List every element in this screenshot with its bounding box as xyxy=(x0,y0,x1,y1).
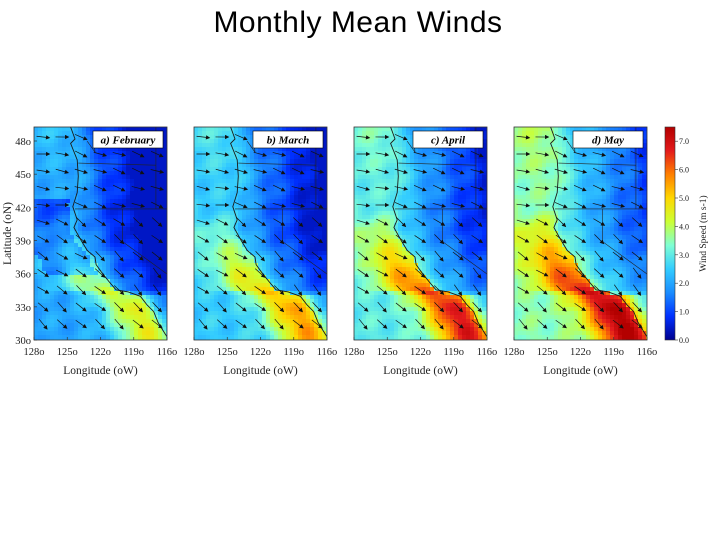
colorbar-tick-label: 4.0 xyxy=(679,222,689,231)
colorbar-tick-label: 3.0 xyxy=(679,251,689,260)
colorbar-tick-label: 6.0 xyxy=(679,166,689,175)
panel-label-box xyxy=(252,130,324,149)
y-axis-title: Latitude (oN) xyxy=(2,202,14,265)
map-panel-march: b) March 128o 125o 122o 119o 116o Longitude (o… xyxy=(184,126,338,377)
x-tick-label: 119o xyxy=(443,347,464,358)
coastline xyxy=(390,127,487,338)
colorbar-label: Wind Speed (m s-1) xyxy=(698,195,709,271)
x-tick-label: 128o xyxy=(504,347,525,358)
y-tick-label: 48o xyxy=(15,137,31,148)
colorbar-gradient xyxy=(664,126,676,341)
panel-label: b) March xyxy=(267,135,309,147)
y-tick-label: 39o xyxy=(15,237,31,248)
map-panel-april: c) April 128o 125o 122o 119o 116o Longitude (o… xyxy=(344,126,498,377)
panel-label-box xyxy=(572,130,644,149)
map-panel-february: a) February 128o 125o 122o 119o 116o Longitude… xyxy=(24,126,178,377)
x-tick-label: 119o xyxy=(123,347,144,358)
x-tick-label: 119o xyxy=(283,347,304,358)
colorbar-tick-label: 2.0 xyxy=(679,279,689,288)
x-tick-label: 122o xyxy=(570,347,591,358)
y-tick-label: 45o xyxy=(15,170,31,181)
x-tick-label: 122o xyxy=(250,347,271,358)
wind-speed-field xyxy=(514,127,647,340)
coastline xyxy=(230,127,327,338)
x-tick-label: 125o xyxy=(57,347,78,358)
wind-speed-colorbar: 7.0 6.0 5.0 4.0 3.0 2.0 1.0 0.0 Wind Speed (m s-… xyxy=(664,126,709,345)
panel-label: c) April xyxy=(431,135,466,147)
y-tick-label: 30o xyxy=(15,336,31,347)
wind-vectors xyxy=(516,133,645,330)
x-tick-label: 119o xyxy=(603,347,624,358)
wind-speed-field xyxy=(34,127,167,340)
coastline xyxy=(70,127,167,338)
y-tick-label: 36o xyxy=(15,270,31,281)
x-tick-label: 116o xyxy=(477,347,498,358)
wind-speed-field xyxy=(194,127,327,340)
x-tick-label: 128o xyxy=(344,347,365,358)
x-tick-label: 116o xyxy=(317,347,338,358)
panel-label: a) February xyxy=(101,135,156,147)
x-axis-title: Longitude (oW) xyxy=(543,365,618,377)
colorbar-tick-label: 7.0 xyxy=(679,137,689,146)
x-axis-title: Longitude (oW) xyxy=(223,365,298,377)
x-tick-label: 128o xyxy=(24,347,45,358)
colorbar-tick-label: 1.0 xyxy=(679,308,689,317)
state-borders xyxy=(395,127,487,275)
state-borders xyxy=(235,127,327,275)
panel-label-box xyxy=(92,130,164,149)
colorbar-tick-label: 5.0 xyxy=(679,194,689,203)
x-tick-label: 122o xyxy=(410,347,431,358)
latitude-axis: 48o 45o 42o 39o 36o 33o 30o Latitude (oN) xyxy=(2,137,37,347)
panel-label-box xyxy=(412,130,484,149)
colorbar-tick-label: 0.0 xyxy=(679,336,689,345)
x-tick-label: 125o xyxy=(217,347,238,358)
coastline xyxy=(550,127,647,338)
x-tick-label: 125o xyxy=(537,347,558,358)
x-tick-label: 122o xyxy=(90,347,111,358)
x-axis-title: Longitude (oW) xyxy=(63,365,138,377)
map-panel-may: d) May 128o 125o 122o 119o 116o Longitude (oW) xyxy=(504,126,658,377)
x-tick-label: 116o xyxy=(157,347,178,358)
y-tick-label: 33o xyxy=(15,303,31,314)
x-tick-label: 125o xyxy=(377,347,398,358)
y-tick-label: 42o xyxy=(15,203,31,214)
x-axis-title: Longitude (oW) xyxy=(383,365,458,377)
panel-label: d) May xyxy=(592,135,624,147)
x-tick-label: 116o xyxy=(637,347,658,358)
wind-speed-field xyxy=(354,127,487,340)
x-tick-label: 128o xyxy=(184,347,205,358)
slide-title: Monthly Mean Winds xyxy=(213,6,503,39)
